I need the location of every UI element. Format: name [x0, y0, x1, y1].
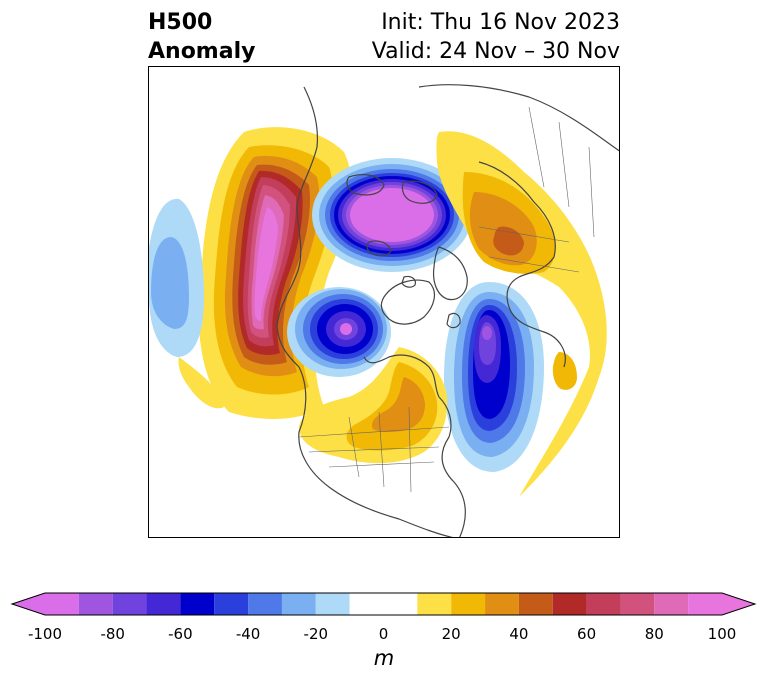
- colorbar-extend-high: [722, 593, 755, 615]
- init-date: Init: Thu 16 Nov 2023: [381, 10, 620, 35]
- colorbar-cell: [281, 593, 316, 615]
- borders: [298, 106, 595, 493]
- valid-range: Valid: 24 Nov – 30 Nov: [371, 39, 620, 64]
- negative-anomaly-atlantic: [444, 282, 544, 472]
- colorbar-tick-label: 20: [441, 625, 461, 643]
- colorbar: [10, 592, 757, 616]
- colorbar-cell: [214, 593, 249, 615]
- coastlines: [276, 84, 619, 537]
- colorbar-tick-label: -80: [100, 625, 125, 643]
- title-variable: H500: [148, 10, 213, 35]
- title-type: Anomaly: [148, 39, 256, 64]
- colorbar-cell: [620, 593, 655, 615]
- map-title: H500 Anomaly: [148, 8, 255, 66]
- colorbar-tick-label: 80: [644, 625, 664, 643]
- colorbar-cell: [315, 593, 350, 615]
- positive-anomaly-north-america: [178, 347, 448, 464]
- colorbar-cell: [485, 593, 519, 615]
- negative-anomaly-pacific: [149, 198, 204, 357]
- colorbar-cell: [112, 593, 147, 615]
- colorbar-cell: [78, 593, 113, 615]
- colorbar-cell: [349, 593, 418, 615]
- colorbar-cell: [417, 593, 452, 615]
- colorbar-cell: [654, 593, 689, 615]
- colorbar-tick-label: -20: [303, 625, 329, 643]
- colorbar-cell: [45, 593, 79, 615]
- map-dates: Init: Thu 16 Nov 2023 Valid: 24 Nov – 30…: [372, 8, 620, 66]
- colorbar-cell: [518, 593, 553, 615]
- anomaly-map: [148, 66, 620, 538]
- colorbar-tick-label: 40: [509, 625, 529, 643]
- positive-anomaly-ridge-west: [198, 127, 352, 419]
- colorbar-cell: [688, 593, 722, 615]
- colorbar-cell: [146, 593, 181, 615]
- colorbar-cell: [552, 593, 587, 615]
- colorbar-extend-low: [12, 593, 45, 615]
- colorbar-tick-label: 0: [378, 625, 389, 643]
- colorbar-tick-label: 100: [707, 625, 737, 643]
- colorbar-tick-label: -100: [27, 625, 63, 643]
- colorbar-cell: [451, 593, 486, 615]
- colorbar-tick-label: -60: [168, 625, 193, 643]
- colorbar-unit: m: [373, 646, 395, 670]
- colorbar-tick-label: -40: [235, 625, 261, 643]
- colorbar-cell: [248, 593, 282, 615]
- colorbar-cell: [586, 593, 621, 615]
- colorbar-tick-label: 60: [577, 625, 597, 643]
- colorbar-ticks: -100 -80 -60 -40 -20 0 20 40 60 80 100: [0, 625, 768, 645]
- positive-anomaly-europe: [436, 131, 607, 497]
- map-svg: [149, 84, 619, 537]
- colorbar-cell: [180, 593, 215, 615]
- negative-anomaly-canada: [287, 287, 391, 377]
